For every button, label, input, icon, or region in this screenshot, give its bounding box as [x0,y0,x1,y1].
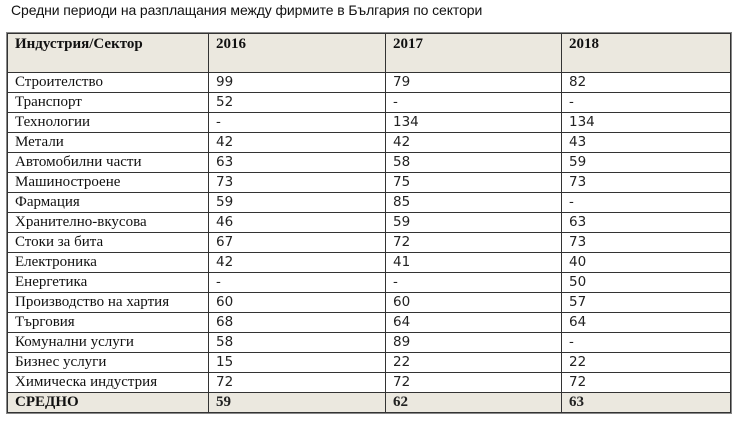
table-row: Фармация 59 85 - [7,192,731,213]
value-2018: 40 [561,252,731,273]
table-row: Комунални услуги 58 89 - [7,332,731,353]
value-2016: 15 [208,352,386,373]
table-row: Технологии - 134 134 [7,112,731,133]
value-2018: - [561,332,731,353]
value-2016: 58 [208,332,386,353]
table-row: Машиностроене 73 75 73 [7,172,731,193]
value-2017: 59 [385,212,562,233]
sector-cell: Комунални услуги [7,332,209,353]
average-row: СРЕДНО 59 62 63 [7,392,731,413]
value-2018: 64 [561,312,731,333]
average-label: СРЕДНО [7,392,209,413]
value-2018: 72 [561,372,731,393]
sector-cell: Енергетика [7,272,209,293]
value-2017: 64 [385,312,562,333]
value-2018: 63 [561,212,731,233]
value-2016: 99 [208,72,386,93]
value-2018: 22 [561,352,731,373]
value-2016: 67 [208,232,386,253]
table-row: Метали 42 42 43 [7,132,731,153]
sector-cell: Транспорт [7,92,209,113]
value-2017: 89 [385,332,562,353]
value-2018: 50 [561,272,731,293]
value-2018: 73 [561,232,731,253]
sector-cell: Строителство [7,72,209,93]
sector-cell: Химическа индустрия [7,372,209,393]
value-2017: 72 [385,232,562,253]
value-2017: 75 [385,172,562,193]
value-2017: 79 [385,72,562,93]
value-2017: 42 [385,132,562,153]
value-2018: 73 [561,172,731,193]
value-2017: - [385,272,562,293]
table-row: Бизнес услуги 15 22 22 [7,352,731,373]
average-2018: 63 [561,392,731,413]
table-row: Автомобилни части 63 58 59 [7,152,731,173]
average-2016: 59 [208,392,386,413]
value-2016: 52 [208,92,386,113]
table-row: Електроника 42 41 40 [7,252,731,273]
table-row: Хранително-вкусова 46 59 63 [7,212,731,233]
sector-cell: Производство на хартия [7,292,209,313]
sector-cell: Автомобилни части [7,152,209,173]
value-2017: 72 [385,372,562,393]
average-2017: 62 [385,392,562,413]
value-2018: 57 [561,292,731,313]
value-2016: - [208,272,386,293]
value-2018: 59 [561,152,731,173]
value-2017: 41 [385,252,562,273]
value-2016: 42 [208,252,386,273]
value-2016: 68 [208,312,386,333]
value-2017: 85 [385,192,562,213]
value-2016: 60 [208,292,386,313]
table-row: Производство на хартия 60 60 57 [7,292,731,313]
table-row: Енергетика - - 50 [7,272,731,293]
value-2017: 134 [385,112,562,133]
value-2016: - [208,112,386,133]
table-row: Химическа индустрия 72 72 72 [7,372,731,393]
table-row: Стоки за бита 67 72 73 [7,232,731,253]
sector-cell: Технологии [7,112,209,133]
header-2018: 2018 [561,33,731,73]
value-2018: 43 [561,132,731,153]
value-2017: 58 [385,152,562,173]
table-row: Строителство 99 79 82 [7,72,731,93]
value-2018: 134 [561,112,731,133]
value-2017: 60 [385,292,562,313]
value-2016: 59 [208,192,386,213]
sector-cell: Метали [7,132,209,153]
sector-cell: Хранително-вкусова [7,212,209,233]
value-2018: - [561,92,731,113]
sector-cell: Машиностроене [7,172,209,193]
header-2017: 2017 [385,33,562,73]
value-2016: 73 [208,172,386,193]
header-sector: Индустрия/Сектор [7,33,209,73]
sector-cell: Фармация [7,192,209,213]
page-title: Средни периоди на разплащания между фирм… [11,2,483,18]
payment-periods-table: Индустрия/Сектор 2016 2017 2018 Строител… [6,32,732,414]
value-2016: 42 [208,132,386,153]
sector-cell: Търговия [7,312,209,333]
value-2017: 22 [385,352,562,373]
sector-cell: Бизнес услуги [7,352,209,373]
table-header-row: Индустрия/Сектор 2016 2017 2018 [7,33,731,73]
value-2018: - [561,192,731,213]
value-2016: 46 [208,212,386,233]
table-row: Търговия 68 64 64 [7,312,731,333]
value-2016: 72 [208,372,386,393]
value-2016: 63 [208,152,386,173]
sector-cell: Електроника [7,252,209,273]
header-2016: 2016 [208,33,386,73]
value-2018: 82 [561,72,731,93]
value-2017: - [385,92,562,113]
sector-cell: Стоки за бита [7,232,209,253]
table-row: Транспорт 52 - - [7,92,731,113]
